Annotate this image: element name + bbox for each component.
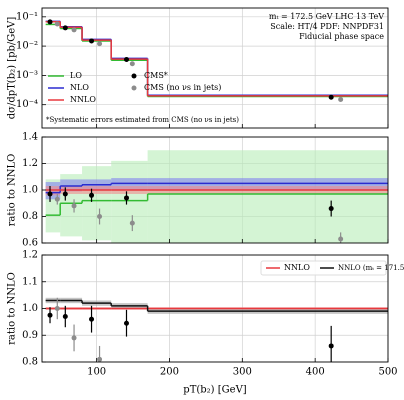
y-tick-label: 1.1 bbox=[22, 276, 38, 287]
y-tick-label: 0.9 bbox=[22, 330, 38, 341]
data-point bbox=[338, 236, 344, 242]
y-tick-label: 10⁻² bbox=[16, 41, 38, 52]
y-tick-label: 1.0 bbox=[22, 185, 38, 196]
data-point bbox=[328, 206, 334, 212]
y-axis-label: ratio to NNLO bbox=[7, 272, 18, 345]
footnote: *Systematic errors estimated from CMS (n… bbox=[46, 116, 239, 124]
uncertainty-band bbox=[147, 150, 388, 243]
plot-frame bbox=[41, 136, 389, 244]
data-point bbox=[54, 306, 60, 311]
x-tick-label: 300 bbox=[233, 367, 252, 378]
plot-area bbox=[42, 8, 388, 128]
data-point bbox=[89, 38, 95, 44]
uncertainty-band bbox=[111, 160, 148, 243]
data-point bbox=[62, 314, 68, 320]
data-point bbox=[47, 312, 53, 318]
plot-area bbox=[42, 255, 388, 362]
plot-frame bbox=[41, 7, 389, 129]
legend-label: CMS* bbox=[144, 71, 168, 80]
legend-label: NNLO bbox=[284, 263, 310, 272]
y-axis-label: dσ/dpT(b₂) [pb/GeV] bbox=[7, 17, 18, 120]
data-point bbox=[89, 316, 95, 322]
data-point bbox=[129, 61, 135, 67]
legend-label: NLO bbox=[70, 83, 89, 92]
legend-swatch bbox=[131, 73, 137, 79]
data-point bbox=[62, 25, 68, 31]
y-tick-label: 1.0 bbox=[22, 303, 38, 314]
y-tick-label: 10⁻¹ bbox=[16, 11, 38, 22]
data-point bbox=[123, 320, 129, 326]
y-tick-label: 10⁻³ bbox=[16, 70, 38, 81]
y-tick-label: 10⁻⁴ bbox=[16, 99, 38, 110]
plot-area bbox=[42, 137, 388, 243]
legend-label: NNLO bbox=[70, 95, 96, 104]
y-tick-label: 1.2 bbox=[22, 158, 38, 169]
data-point bbox=[47, 19, 53, 25]
x-tick-label: 500 bbox=[378, 367, 397, 378]
data-point bbox=[71, 335, 77, 341]
data-point bbox=[54, 21, 60, 27]
data-point bbox=[89, 192, 95, 198]
x-axis-label: pT(b₂) [GeV] bbox=[183, 385, 246, 396]
data-point bbox=[97, 356, 103, 362]
legend-swatch bbox=[131, 85, 137, 91]
uncertainty-band bbox=[82, 166, 112, 241]
x-tick-label: 200 bbox=[160, 367, 179, 378]
data-point bbox=[97, 41, 103, 47]
data-point bbox=[338, 97, 344, 103]
y-axis-label: ratio to NNLO bbox=[7, 154, 18, 227]
data-point bbox=[123, 195, 129, 201]
data-point bbox=[123, 56, 129, 62]
annotation: Scale: HT/4 PDF: NNPDF31 bbox=[270, 22, 384, 31]
y-tick-label: 1.2 bbox=[22, 250, 38, 261]
x-tick-label: 400 bbox=[306, 367, 325, 378]
legend-label: CMS (no νs in jets) bbox=[144, 83, 221, 92]
data-point bbox=[129, 220, 135, 226]
annotation: Fiducial phase space bbox=[299, 32, 384, 41]
data-point bbox=[97, 214, 103, 219]
legend-label: LO bbox=[70, 71, 82, 80]
data-point bbox=[328, 343, 334, 349]
y-tick-label: 0.8 bbox=[22, 357, 38, 368]
data-point bbox=[71, 203, 77, 209]
data-point bbox=[328, 94, 334, 100]
data-point bbox=[54, 196, 60, 202]
data-point bbox=[71, 27, 77, 33]
data-point bbox=[62, 191, 68, 197]
data-point bbox=[47, 191, 53, 197]
legend-label: NNLO (mₜ = 171.5 GeV) bbox=[338, 264, 404, 272]
annotation: mₜ = 172.5 GeV LHC 13 TeV bbox=[269, 12, 384, 21]
y-tick-label: 0.6 bbox=[22, 238, 38, 249]
y-tick-label: 0.8 bbox=[22, 211, 38, 222]
x-tick-label: 100 bbox=[87, 367, 106, 378]
plot-frame bbox=[41, 254, 389, 363]
y-tick-label: 1.4 bbox=[22, 132, 38, 143]
